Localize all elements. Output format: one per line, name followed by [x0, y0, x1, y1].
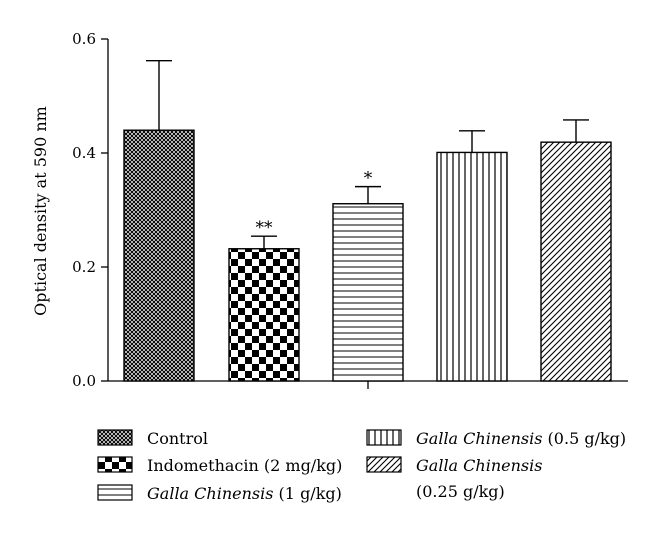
legend-label: Galla Chinensis (1 g/kg) — [147, 484, 342, 503]
y-tick-label: 0.0 — [72, 372, 96, 390]
legend-label: Control — [147, 429, 208, 448]
legend: Control Indomethacin (2 mg/kg) Galla Chine… — [97, 429, 626, 503]
y-tick-label: 0.6 — [72, 30, 96, 48]
significance-label: * — [364, 169, 373, 189]
legend-swatch — [97, 484, 133, 501]
bars: *** — [123, 59, 612, 382]
bar — [228, 248, 300, 382]
y-axis-label: Optical density at 590 nm — [31, 106, 50, 316]
significance-label: ** — [256, 218, 274, 238]
legend-swatch — [366, 429, 402, 446]
y-tick-label: 0.4 — [72, 144, 96, 162]
legend-label: Galla Chinensis (0.5 g/kg) — [416, 429, 626, 448]
legend-label-line-2: (0.25 g/kg) — [416, 482, 505, 501]
legend-swatch — [366, 456, 402, 473]
legend-label: Indomethacin (2 mg/kg) — [147, 456, 342, 475]
legend-swatch — [97, 456, 133, 473]
bar — [436, 151, 508, 382]
bar — [332, 203, 404, 382]
bar — [540, 141, 612, 382]
legend-swatch — [97, 429, 133, 446]
y-tick-label: 0.2 — [72, 258, 96, 276]
legend-label: Galla Chinensis — [416, 456, 542, 475]
bar — [123, 129, 195, 382]
